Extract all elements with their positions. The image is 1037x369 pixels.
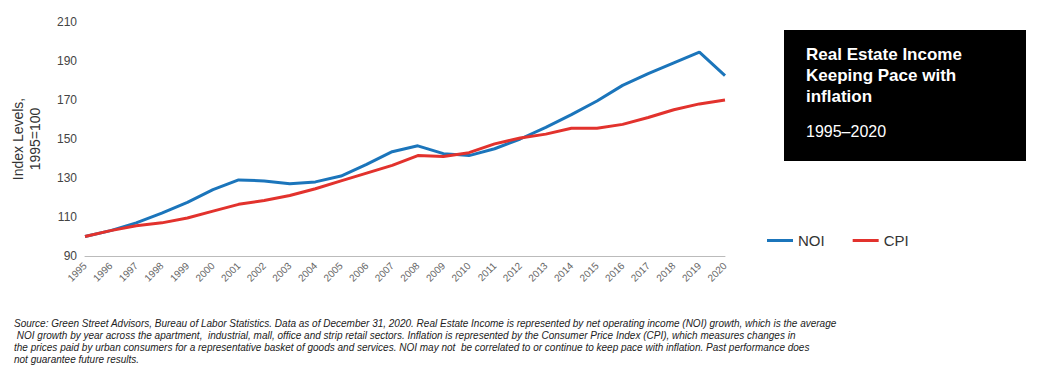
- svg-text:110: 110: [58, 210, 77, 224]
- svg-text:2019: 2019: [680, 260, 704, 284]
- svg-text:190: 190: [57, 54, 77, 68]
- svg-text:1999: 1999: [168, 260, 192, 284]
- svg-text:1997: 1997: [117, 260, 141, 284]
- svg-text:130: 130: [57, 171, 77, 185]
- svg-text:2010: 2010: [449, 260, 473, 284]
- svg-text:170: 170: [57, 93, 77, 107]
- svg-text:inflation: inflation: [806, 87, 872, 106]
- svg-text:1995–2020: 1995–2020: [806, 123, 886, 140]
- svg-text:210: 210: [57, 15, 77, 29]
- svg-text:1995=100: 1995=100: [27, 107, 43, 170]
- svg-text:2000: 2000: [193, 260, 217, 284]
- svg-text:2012: 2012: [501, 260, 525, 284]
- svg-text:2003: 2003: [270, 260, 294, 284]
- svg-text:2015: 2015: [577, 260, 601, 284]
- svg-text:2020: 2020: [705, 260, 729, 284]
- svg-text:2013: 2013: [526, 260, 550, 284]
- svg-text:2016: 2016: [603, 260, 627, 284]
- svg-text:the prices paid by urban consu: the prices paid by urban consumers for a…: [14, 342, 812, 353]
- svg-text:2018: 2018: [654, 260, 678, 284]
- svg-text:2001: 2001: [219, 260, 243, 284]
- svg-text:2002: 2002: [245, 260, 269, 284]
- svg-text:Index Levels,: Index Levels,: [10, 98, 26, 181]
- svg-text:2006: 2006: [347, 260, 371, 284]
- svg-text:2011: 2011: [476, 260, 499, 283]
- svg-text:1996: 1996: [91, 260, 115, 284]
- svg-text:2005: 2005: [321, 260, 345, 284]
- svg-text:CPI: CPI: [884, 232, 909, 249]
- svg-text:2004: 2004: [296, 260, 320, 284]
- svg-text:2017: 2017: [629, 260, 653, 284]
- svg-text:not guarantee future results.: not guarantee future results.: [14, 354, 139, 365]
- svg-text:90: 90: [64, 249, 78, 263]
- svg-text:NOI: NOI: [798, 232, 825, 249]
- svg-text:2008: 2008: [398, 260, 422, 284]
- svg-text:Keeping Pace with: Keeping Pace with: [806, 66, 961, 85]
- svg-text:2014: 2014: [552, 260, 576, 284]
- svg-text:150: 150: [57, 132, 77, 146]
- svg-text:2009: 2009: [424, 260, 448, 284]
- svg-text:Real Estate Income: Real Estate Income: [806, 45, 967, 64]
- svg-text:Source: Green Street Advisors,: Source: Green Street Advisors, Bureau of…: [14, 318, 837, 329]
- svg-text:NOI growth by year across the: NOI growth by year across the apartment,…: [14, 330, 798, 341]
- svg-text:1998: 1998: [142, 260, 166, 284]
- svg-text:2007: 2007: [373, 260, 397, 284]
- svg-text:1995: 1995: [65, 260, 89, 284]
